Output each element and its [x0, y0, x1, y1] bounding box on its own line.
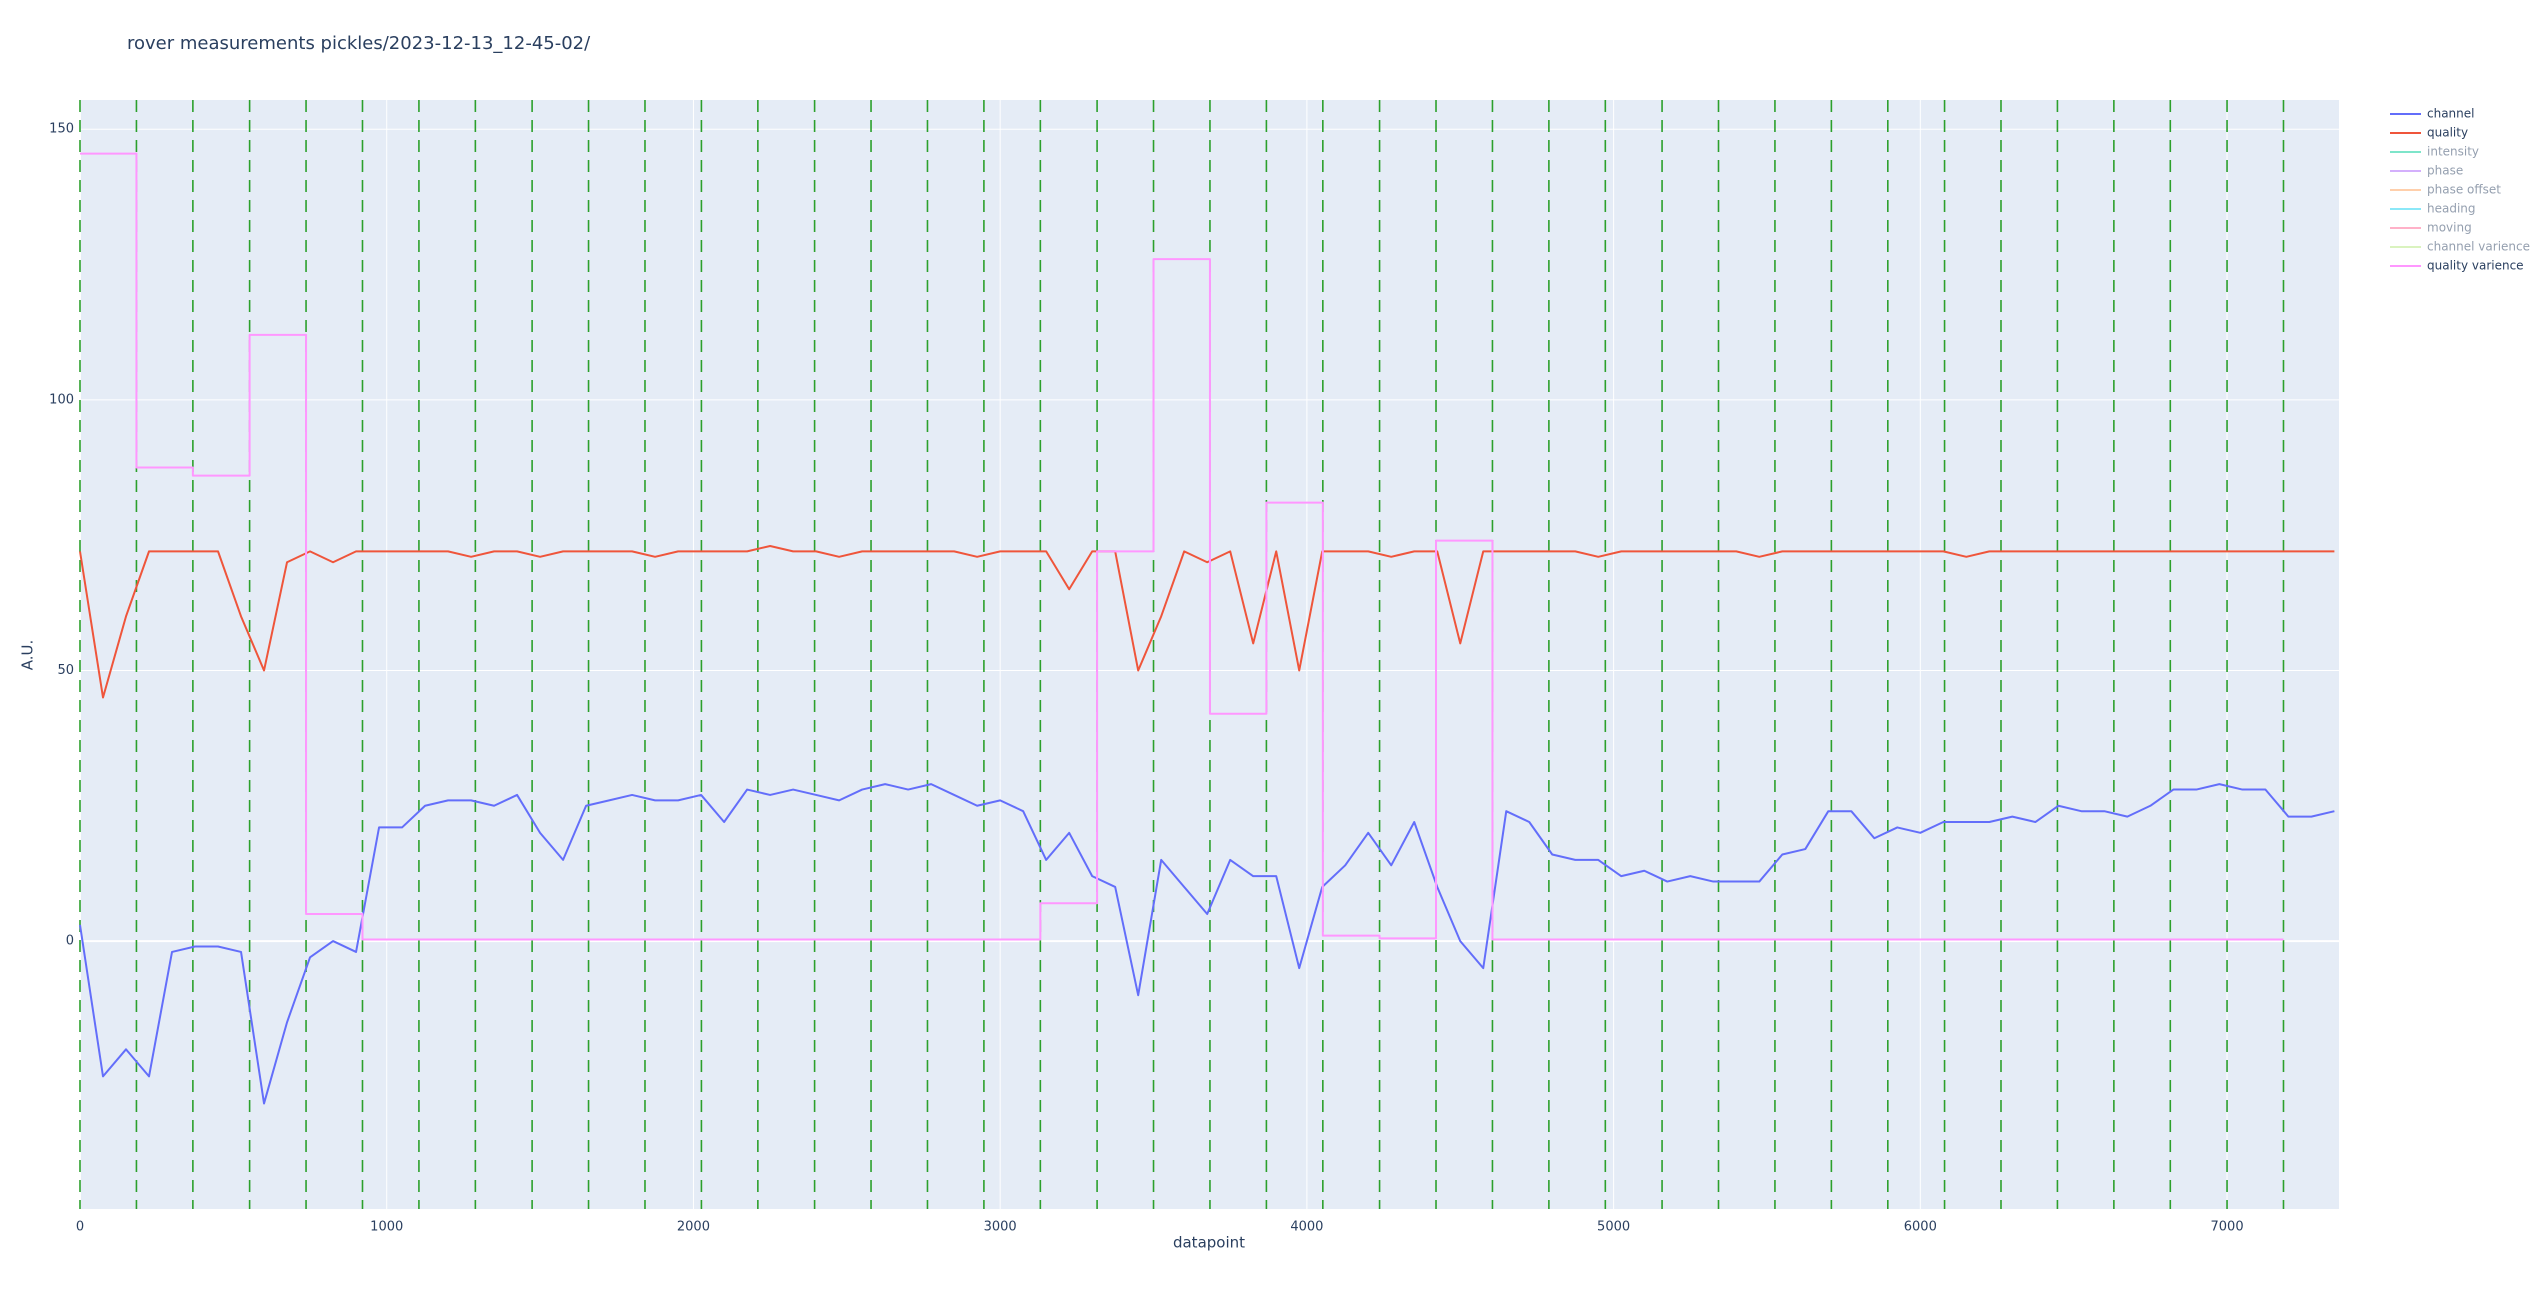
legend-item: quality varience: [2390, 259, 2524, 273]
x-tick-label: 0: [76, 1220, 84, 1235]
x-tick-label: 1000: [370, 1220, 403, 1235]
legend-label: channel varience: [2427, 240, 2530, 254]
y-tick-label: 50: [57, 663, 74, 678]
y-tick-label: 0: [66, 934, 74, 949]
chart-title: rover measurements pickles/2023-12-13_12…: [127, 33, 591, 54]
series-line: [80, 152, 2284, 941]
legend-item: quality: [2390, 126, 2468, 140]
legend-label: phase offset: [2427, 183, 2501, 197]
y-tick-label: 100: [49, 392, 74, 407]
legend-item: phase offset: [2390, 183, 2501, 197]
x-tick-label: 4000: [1290, 1220, 1323, 1235]
legend-item: moving: [2390, 221, 2472, 235]
legend-item: channel: [2390, 107, 2474, 121]
series-line: [79, 783, 2335, 1105]
legend-item: phase: [2390, 164, 2463, 178]
legend-label: phase: [2427, 164, 2463, 178]
legend-item: intensity: [2390, 145, 2479, 159]
legend-label: intensity: [2427, 145, 2479, 159]
legend-item: channel varience: [2390, 240, 2530, 254]
x-tick-label: 3000: [984, 1220, 1017, 1235]
x-tick-label: 6000: [1904, 1220, 1937, 1235]
legend-label: heading: [2427, 202, 2476, 216]
x-axis-title: datapoint: [1173, 1234, 1245, 1252]
legend-label: moving: [2427, 221, 2472, 235]
legend-label: channel: [2427, 107, 2474, 121]
legend-item: heading: [2390, 202, 2476, 216]
y-tick-label: 150: [49, 122, 74, 137]
y-axis-title: A.U.: [19, 640, 37, 671]
series-line: [79, 544, 2335, 699]
x-tick-label: 7000: [2211, 1220, 2244, 1235]
legend-label: quality varience: [2427, 259, 2524, 273]
x-tick-label: 5000: [1597, 1220, 1630, 1235]
legend-label: quality: [2427, 126, 2468, 140]
x-tick-label: 2000: [677, 1220, 710, 1235]
